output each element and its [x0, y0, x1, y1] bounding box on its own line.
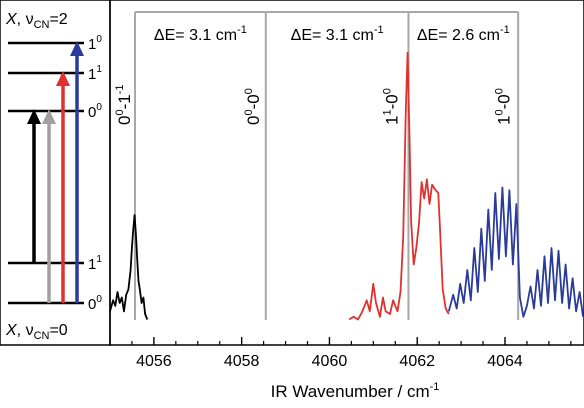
x-tick-label-1: 4058	[224, 353, 260, 370]
transition-arrow-blue	[70, 41, 84, 303]
band-labels: 00-1-1 00-00 11-00 10-00	[114, 84, 514, 125]
transition-arrow-black	[27, 109, 41, 263]
x-tick-label-4: 4064	[487, 353, 523, 370]
level-label-lower-1: 00	[88, 294, 102, 313]
spectrum-trace-0	[109, 214, 149, 320]
plot-frame	[109, 0, 584, 346]
delta-e-label-2: ΔE= 2.6 cm-1	[417, 24, 510, 44]
level-label-upper-0: 10	[88, 34, 102, 53]
spectrum-traces	[109, 51, 584, 321]
x-tick-label-0: 4056	[136, 353, 172, 370]
spectrum-trace-2	[447, 186, 584, 318]
energy-level-diagram: X, νCN=2 X, νCN=0 10 11 00 11 00	[0, 0, 111, 346]
level-label-upper-2: 00	[88, 102, 102, 121]
level-label-lower-0: 11	[88, 254, 102, 273]
transition-arrow-grey	[42, 109, 56, 303]
x-tick-label-3: 4062	[399, 353, 435, 370]
band-label-3: 10-00	[493, 88, 513, 125]
guide-lines	[134, 12, 520, 320]
x-axis: 4056 4058 4060 4062 4064	[109, 337, 572, 370]
energy-gap-brackets: ΔE= 3.1 cm-1 ΔE= 3.1 cm-1 ΔE= 2.6 cm-1	[135, 11, 519, 44]
x-tick-label-2: 4060	[312, 353, 348, 370]
transition-arrow-red	[56, 71, 70, 303]
band-label-0: 00-1-1	[114, 84, 134, 125]
upper-state-label: X, νCN=2	[5, 11, 68, 31]
level-label-upper-1: 11	[88, 64, 102, 83]
lower-state-label: X, νCN=0	[5, 322, 68, 342]
delta-e-label-0: ΔE= 3.1 cm-1	[154, 24, 247, 44]
x-axis-title: IR Wavenumber / cm-1	[271, 381, 440, 401]
delta-e-label-1: ΔE= 3.1 cm-1	[291, 24, 384, 44]
band-label-1: 00-00	[243, 88, 263, 125]
band-label-2: 11-00	[381, 88, 401, 125]
spectrum-trace-1	[348, 51, 450, 321]
